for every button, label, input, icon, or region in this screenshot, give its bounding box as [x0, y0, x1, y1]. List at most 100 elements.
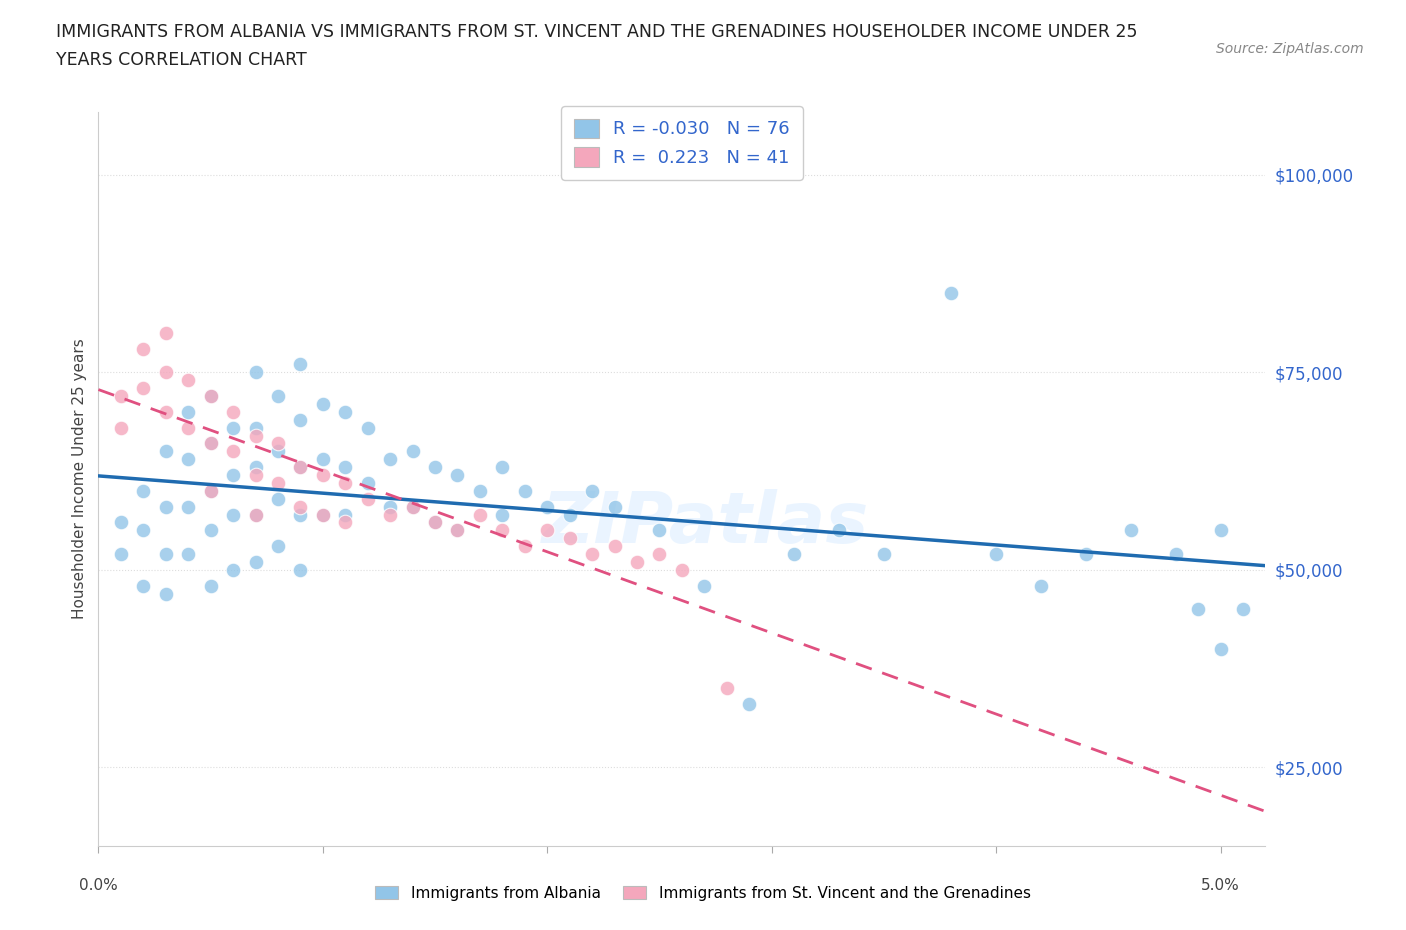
- Point: [267, 389, 290, 404]
- Point: [558, 507, 581, 522]
- Point: [290, 563, 312, 578]
- Point: [200, 484, 222, 498]
- Point: [513, 538, 536, 553]
- Point: [290, 459, 312, 474]
- Point: [200, 436, 222, 451]
- Point: [357, 420, 380, 435]
- Point: [222, 444, 245, 458]
- Point: [245, 468, 267, 483]
- Point: [177, 405, 200, 419]
- Point: [200, 484, 222, 498]
- Point: [380, 499, 402, 514]
- Text: IMMIGRANTS FROM ALBANIA VS IMMIGRANTS FROM ST. VINCENT AND THE GRENADINES HOUSEH: IMMIGRANTS FROM ALBANIA VS IMMIGRANTS FR…: [56, 23, 1137, 41]
- Point: [491, 507, 513, 522]
- Point: [177, 452, 200, 467]
- Point: [335, 475, 357, 490]
- Point: [1187, 602, 1209, 617]
- Point: [491, 459, 513, 474]
- Point: [155, 405, 177, 419]
- Point: [155, 499, 177, 514]
- Point: [245, 420, 267, 435]
- Point: [603, 499, 626, 514]
- Point: [200, 523, 222, 538]
- Point: [155, 586, 177, 601]
- Point: [132, 341, 155, 356]
- Point: [1232, 602, 1254, 617]
- Point: [155, 444, 177, 458]
- Point: [1209, 523, 1232, 538]
- Point: [312, 396, 335, 411]
- Point: [312, 507, 335, 522]
- Point: [290, 499, 312, 514]
- Point: [401, 444, 423, 458]
- Point: [267, 538, 290, 553]
- Point: [581, 484, 603, 498]
- Point: [357, 491, 380, 506]
- Point: [245, 428, 267, 443]
- Point: [245, 365, 267, 379]
- Point: [468, 507, 491, 522]
- Point: [222, 468, 245, 483]
- Point: [1164, 547, 1187, 562]
- Point: [110, 515, 132, 530]
- Point: [603, 538, 626, 553]
- Point: [401, 499, 423, 514]
- Point: [693, 578, 716, 593]
- Point: [536, 499, 558, 514]
- Point: [648, 523, 671, 538]
- Point: [245, 507, 267, 522]
- Point: [222, 507, 245, 522]
- Point: [177, 420, 200, 435]
- Point: [558, 531, 581, 546]
- Point: [245, 507, 267, 522]
- Point: [177, 373, 200, 388]
- Text: YEARS CORRELATION CHART: YEARS CORRELATION CHART: [56, 51, 307, 69]
- Point: [423, 515, 446, 530]
- Point: [335, 507, 357, 522]
- Point: [1074, 547, 1097, 562]
- Point: [984, 547, 1007, 562]
- Point: [873, 547, 896, 562]
- Point: [335, 459, 357, 474]
- Legend: Immigrants from Albania, Immigrants from St. Vincent and the Grenadines: Immigrants from Albania, Immigrants from…: [368, 878, 1038, 909]
- Point: [290, 459, 312, 474]
- Legend: R = -0.030   N = 76, R =  0.223   N = 41: R = -0.030 N = 76, R = 0.223 N = 41: [561, 106, 803, 180]
- Point: [110, 420, 132, 435]
- Point: [290, 507, 312, 522]
- Point: [267, 436, 290, 451]
- Point: [335, 515, 357, 530]
- Point: [312, 507, 335, 522]
- Point: [177, 547, 200, 562]
- Point: [491, 523, 513, 538]
- Point: [581, 547, 603, 562]
- Point: [446, 523, 468, 538]
- Point: [513, 484, 536, 498]
- Y-axis label: Householder Income Under 25 years: Householder Income Under 25 years: [72, 339, 87, 619]
- Point: [828, 523, 851, 538]
- Point: [110, 547, 132, 562]
- Point: [222, 563, 245, 578]
- Point: [446, 523, 468, 538]
- Point: [738, 697, 761, 711]
- Point: [446, 468, 468, 483]
- Point: [648, 547, 671, 562]
- Point: [200, 578, 222, 593]
- Text: 5.0%: 5.0%: [1201, 878, 1240, 893]
- Point: [468, 484, 491, 498]
- Point: [783, 547, 806, 562]
- Point: [626, 554, 648, 569]
- Text: Source: ZipAtlas.com: Source: ZipAtlas.com: [1216, 42, 1364, 56]
- Point: [222, 405, 245, 419]
- Point: [536, 523, 558, 538]
- Point: [132, 578, 155, 593]
- Point: [312, 452, 335, 467]
- Point: [200, 389, 222, 404]
- Point: [245, 459, 267, 474]
- Point: [290, 412, 312, 427]
- Point: [267, 475, 290, 490]
- Point: [155, 365, 177, 379]
- Point: [132, 523, 155, 538]
- Point: [716, 681, 738, 696]
- Point: [222, 420, 245, 435]
- Text: ZIPatlas: ZIPatlas: [541, 488, 869, 557]
